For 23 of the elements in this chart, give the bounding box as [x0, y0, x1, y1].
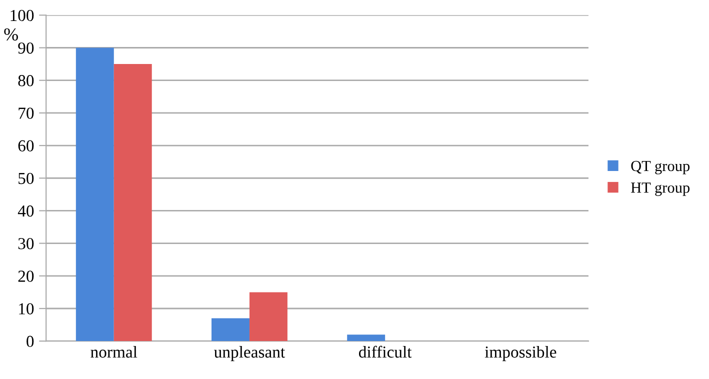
x-tick-label: unpleasant	[214, 346, 286, 362]
legend-label: QT group	[631, 160, 690, 174]
x-tick-label: impossible	[484, 346, 556, 362]
y-tick-label: 50	[18, 172, 34, 184]
y-tick-label: 90	[18, 42, 34, 54]
y-tick-label: 30	[18, 238, 34, 250]
y-tick-label: 0	[26, 336, 34, 348]
y-tick-label: 40	[18, 205, 34, 217]
legend-label: HT group	[631, 182, 690, 196]
x-tick-label: difficult	[358, 346, 412, 358]
y-tick-label: 80	[18, 75, 34, 86]
y-tick-label: 20	[18, 270, 34, 282]
bar	[212, 318, 250, 342]
bar	[347, 334, 386, 342]
y-tick-label: 100	[10, 10, 34, 22]
y-tick-label: 10	[19, 303, 34, 314]
bar	[114, 64, 152, 342]
y-tick-label: 60	[18, 140, 34, 152]
bar	[76, 48, 114, 342]
y-tick-label: 70	[18, 108, 34, 119]
y-axis-title: %	[4, 28, 18, 41]
bar	[249, 292, 288, 342]
x-tick-label: normal	[90, 346, 138, 358]
